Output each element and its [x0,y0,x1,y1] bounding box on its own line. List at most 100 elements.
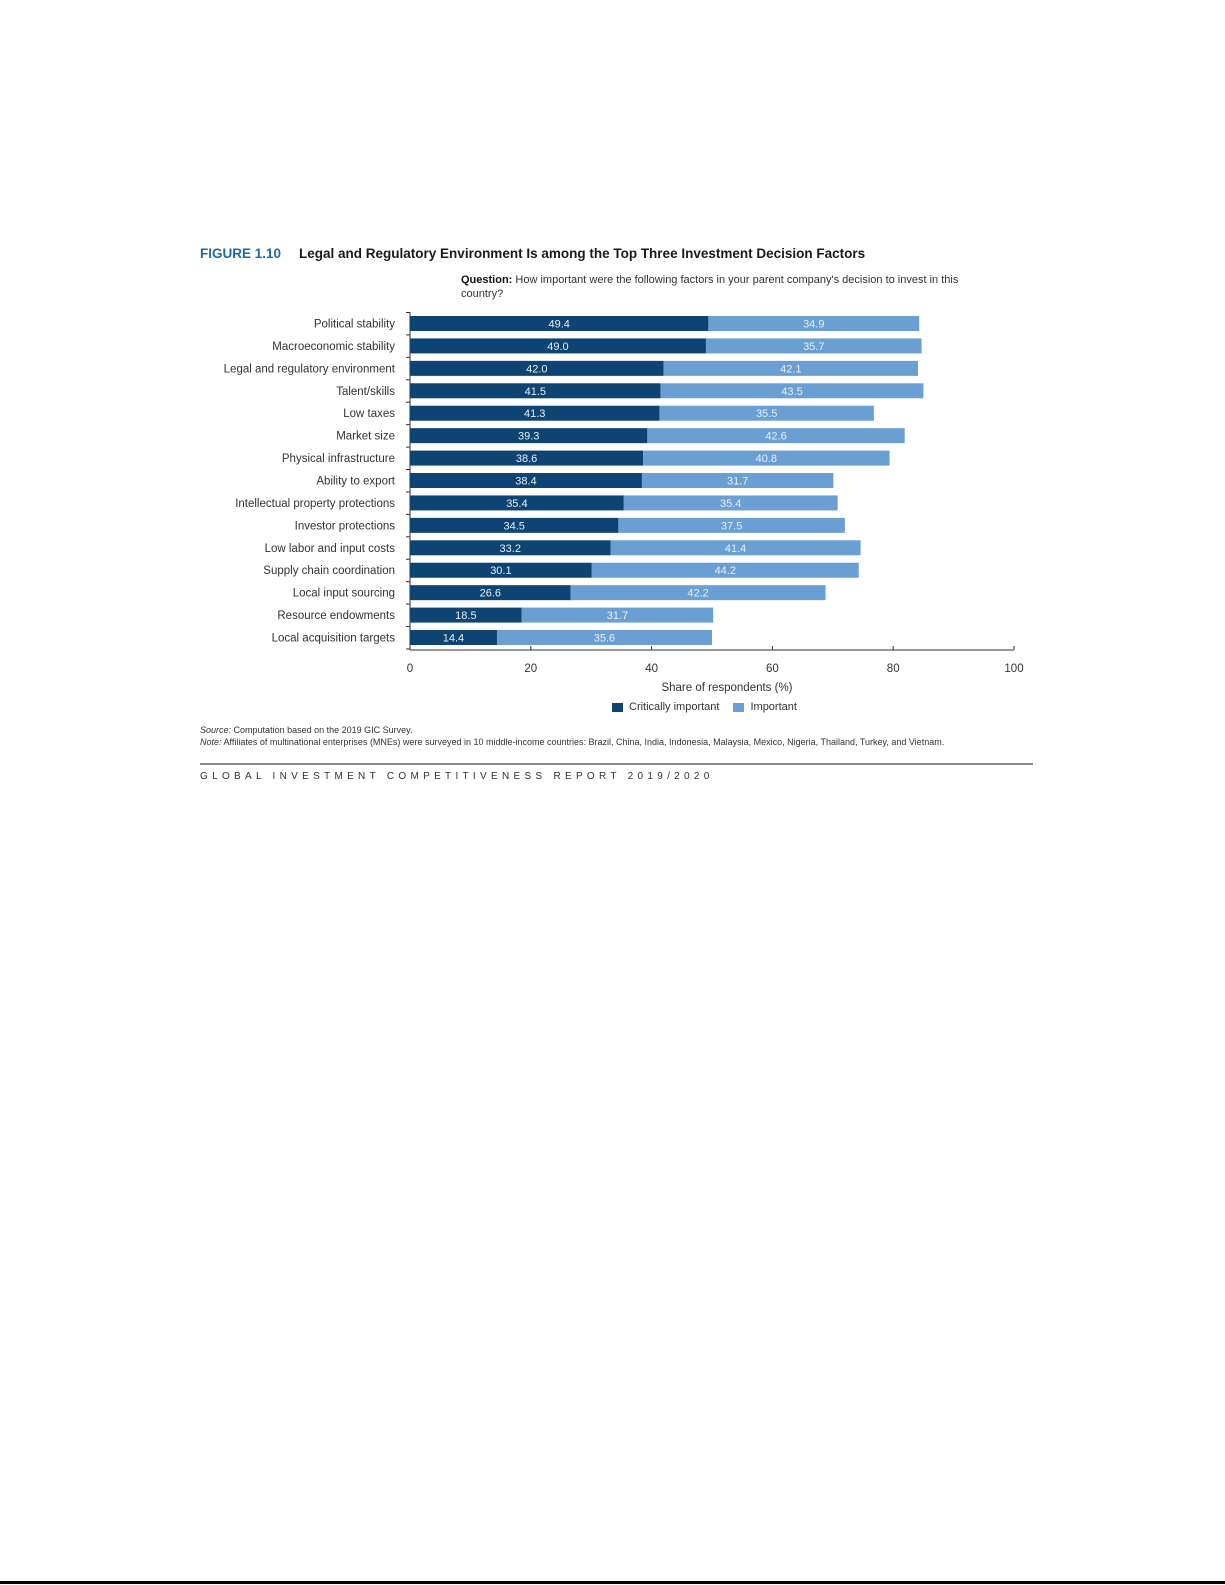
bar-critically-important [410,473,642,489]
data-label: 40.8 [756,453,777,465]
data-label: 34.9 [803,319,824,331]
data-label: 43.5 [781,386,802,398]
bar-important [663,360,918,376]
bar-critically-important [410,360,664,376]
running-footer: GLOBAL INVESTMENT COMPETITIVENESS REPORT… [200,771,714,782]
bar-important [521,607,714,623]
category-label: Macroeconomic stability [272,341,395,353]
data-label: 14.4 [443,633,464,645]
data-label: 42.6 [765,431,786,443]
data-label: 38.6 [516,453,537,465]
category-label: Local acquisition targets [272,633,396,645]
data-label: 35.6 [594,633,615,645]
x-tick-label: 20 [524,663,537,675]
bar-critically-important [410,562,592,578]
data-label: 35.4 [506,498,527,510]
x-tick-label: 40 [645,663,658,675]
x-axis-title: Share of respondents (%) [661,682,792,694]
bar-important [623,495,838,511]
data-label: 31.7 [727,476,748,488]
category-label: Investor protections [295,520,396,532]
data-label: 35.4 [720,498,741,510]
source-text: Computation based on the 2019 GIC Survey… [233,725,413,735]
bar-important [641,473,834,489]
data-label: 38.4 [515,476,536,488]
bar-critically-important [410,338,706,354]
bar-important [591,562,859,578]
category-label: Political stability [314,319,395,331]
question-text: How important were the following factors… [461,274,959,300]
data-label: 18.5 [455,610,476,622]
category-label: Talent/skills [336,386,395,398]
legend-swatch-critically-important [612,702,623,712]
figure-title-text: Legal and Regulatory Environment Is amon… [299,246,866,261]
category-label: Ability to export [316,476,395,488]
bar-important [643,450,890,466]
note-text: Affiliates of multinational enterprises … [223,737,945,747]
legend: Critically important Important [612,701,797,713]
legend-label-important: Important [750,701,797,713]
bar-critically-important [410,450,644,466]
x-tick-label: 80 [887,663,900,675]
x-tick-label: 100 [1004,663,1023,675]
data-label: 42.0 [526,363,547,375]
category-label: Low labor and input costs [265,543,396,555]
data-label: 39.3 [518,431,539,443]
category-label: Market size [336,431,395,443]
bar-critically-important [410,607,522,623]
bar-critically-important [410,630,497,646]
data-label: 42.1 [780,363,801,375]
x-tick-label: 0 [407,663,413,675]
data-label: 33.2 [500,543,521,555]
data-label: 41.5 [525,386,546,398]
category-label: Resource endowments [277,610,395,622]
note: Note: Affiliates of multinational enterp… [200,737,1030,748]
bar-important [610,540,861,556]
bar-critically-important [410,517,619,533]
data-label: 49.4 [548,319,569,331]
bar-important [659,405,874,421]
question: Question: How important were the followi… [461,274,981,301]
bar-critically-important [410,428,648,444]
bar-important [660,383,924,399]
data-label: 30.1 [490,565,511,577]
bar-chart: Political stability 49.4 34.9 Macroeconomic… [224,312,1024,694]
note-label: Note: [200,737,222,747]
figure-title: FIGURE 1.10 Legal and Regulatory Environm… [200,246,865,261]
category-label: Legal and regulatory environment [224,363,396,375]
legend-label-critically-important: Critically important [629,701,720,713]
bar-important [647,428,905,444]
category-label: Physical infrastructure [282,453,395,465]
x-tick-label: 60 [766,663,779,675]
data-label: 37.5 [721,520,742,532]
data-label: 31.7 [607,610,628,622]
bar-important [496,630,712,646]
bar-critically-important [410,383,661,399]
divider [200,763,1033,765]
data-label: 42.2 [687,588,708,600]
bar-critically-important [410,316,709,331]
data-label: 34.5 [503,520,524,532]
figure-number: FIGURE 1.10 [200,246,282,261]
bar-important [705,338,922,354]
data-label: 41.3 [524,408,545,420]
data-label: 26.6 [480,588,501,600]
bar-critically-important [410,495,624,511]
question-label: Question: [461,274,513,286]
category-label: Local input sourcing [293,588,395,600]
category-label: Supply chain coordination [263,565,395,577]
bar-critically-important [410,405,660,421]
source-label: Source: [200,725,232,735]
category-label: Intellectual property protections [235,498,395,510]
bar-important [570,585,826,601]
bar-important [618,517,845,533]
legend-swatch-important [733,702,745,712]
bar-critically-important [410,585,571,601]
page-bottom-border [0,1581,1225,1584]
bar-important [708,316,920,331]
data-label: 49.0 [547,341,568,353]
data-label: 35.7 [803,341,824,353]
category-label: Low taxes [343,408,395,420]
bar-critically-important [410,540,611,556]
data-label: 44.2 [715,565,736,577]
